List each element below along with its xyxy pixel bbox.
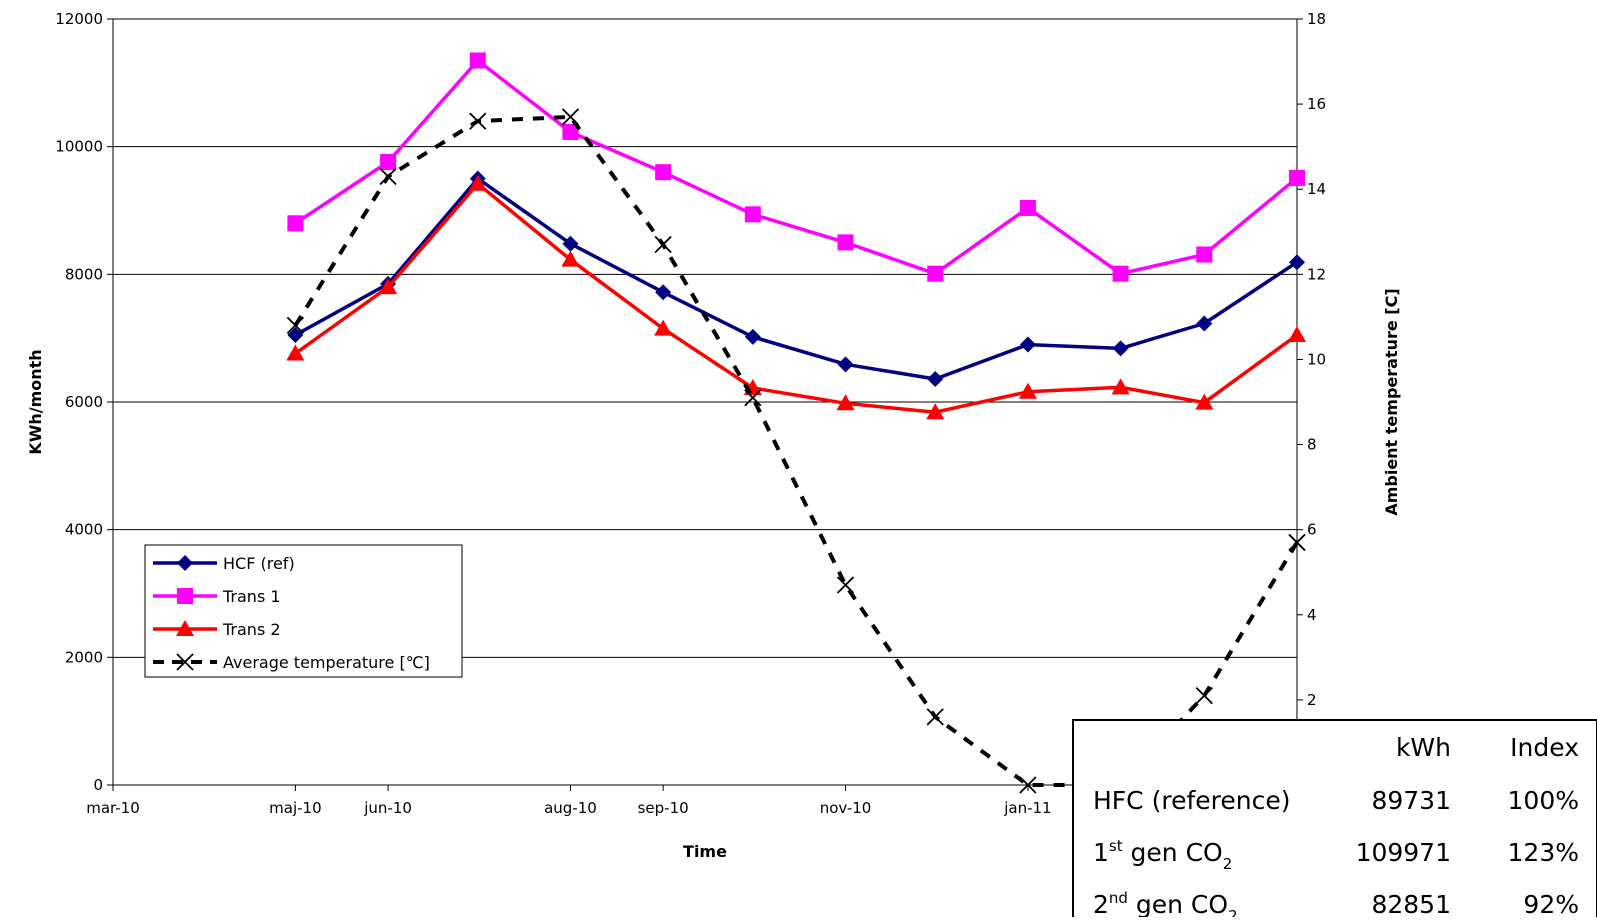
data-point-3 xyxy=(744,389,762,407)
legend-box xyxy=(144,544,463,678)
data-point-2 xyxy=(1018,382,1037,399)
y2-tick-label: 10 xyxy=(1307,350,1326,368)
data-point-2 xyxy=(286,344,305,361)
data-point-2 xyxy=(379,278,398,295)
data-point-1 xyxy=(287,215,304,232)
data-point-1 xyxy=(744,206,761,223)
data-point-1 xyxy=(1019,199,1036,216)
data-point-0 xyxy=(1289,254,1305,271)
data-point-1 xyxy=(1289,169,1305,186)
y2-tick-label: 8 xyxy=(1307,436,1317,454)
table-row-kwh-1: 109971 xyxy=(1356,838,1451,867)
table-row-label-0: HFC (reference) xyxy=(1093,786,1290,815)
data-point-0 xyxy=(744,328,761,345)
table-row-kwh-0: 89731 xyxy=(1371,786,1451,815)
y2-tick-label: 2 xyxy=(1307,691,1317,709)
y-tick-label: 6000 xyxy=(65,393,103,411)
series-line-1 xyxy=(294,58,1299,276)
data-point-0 xyxy=(655,284,672,301)
data-point-2 xyxy=(1111,378,1130,395)
data-point-1 xyxy=(562,123,579,140)
y2-tick-label: 18 xyxy=(1307,10,1326,28)
data-point-1 xyxy=(380,153,397,170)
table-row-index-0: 100% xyxy=(1508,786,1579,815)
y-tick-label: 0 xyxy=(93,776,103,794)
data-point-3 xyxy=(654,235,672,254)
y2-tick-label: 16 xyxy=(1307,95,1326,113)
data-point-0 xyxy=(287,326,304,343)
data-point-2 xyxy=(468,174,487,191)
table-row-kwh-2: 82851 xyxy=(1371,890,1451,917)
legend-label-2: Trans 2 xyxy=(222,620,281,639)
data-point-3 xyxy=(379,167,397,186)
y-tick-label: 4000 xyxy=(65,521,103,539)
data-point-1 xyxy=(1196,246,1213,263)
x-tick-label: sep-10 xyxy=(638,799,689,817)
data-point-1 xyxy=(927,265,944,282)
data-point-3 xyxy=(836,576,855,594)
legend-marker-1 xyxy=(177,588,193,604)
legend-marker-3 xyxy=(176,653,194,671)
series-line-2 xyxy=(294,181,1299,414)
data-point-0 xyxy=(1112,340,1129,357)
data-point-3 xyxy=(1288,533,1306,552)
y-tick-label: 10000 xyxy=(55,138,103,156)
data-point-1 xyxy=(655,164,672,181)
data-point-1 xyxy=(1112,265,1129,282)
table-row-index-2: 92% xyxy=(1523,890,1579,917)
x-tick-label: aug-10 xyxy=(544,799,597,817)
y2-tick-label: 6 xyxy=(1307,521,1317,539)
data-point-2 xyxy=(1288,325,1306,342)
y-tick-label: 2000 xyxy=(65,648,103,666)
x-tick-label: jun-10 xyxy=(363,799,412,817)
legend-label-1: Trans 1 xyxy=(222,587,281,606)
table-header-index: Index xyxy=(1510,733,1579,762)
x-tick-label: maj-10 xyxy=(269,799,321,817)
x-tick-label: mar-10 xyxy=(86,799,140,817)
data-point-2 xyxy=(836,394,855,411)
legend-marker-2 xyxy=(176,620,194,636)
legend-label-0: HCF (ref) xyxy=(223,554,295,573)
table-row-index-1: 123% xyxy=(1508,838,1579,867)
data-point-0 xyxy=(927,371,944,388)
legend-marker-0 xyxy=(177,555,193,571)
data-point-2 xyxy=(654,319,673,336)
data-point-2 xyxy=(926,403,945,420)
data-point-0 xyxy=(1196,315,1213,332)
x-tick-label: jan-11 xyxy=(1003,799,1051,817)
data-point-3 xyxy=(1019,776,1037,794)
x-axis-title: Time xyxy=(683,842,727,861)
table-row-label-2: 2nd gen CO2 xyxy=(1093,889,1238,917)
x-tick-label: nov-10 xyxy=(820,799,872,817)
data-point-2 xyxy=(1195,393,1214,410)
y2-tick-label: 14 xyxy=(1307,180,1326,198)
data-point-0 xyxy=(837,356,854,373)
data-point-3 xyxy=(286,316,305,335)
data-point-1 xyxy=(837,234,854,251)
table-header-kwh: kWh xyxy=(1396,733,1451,762)
y-tick-label: 8000 xyxy=(65,265,103,283)
data-point-2 xyxy=(561,250,580,267)
summary-table-box xyxy=(1072,719,1597,921)
data-point-3 xyxy=(1195,686,1213,705)
data-point-3 xyxy=(469,112,487,130)
legend-label-3: Average temperature [℃] xyxy=(223,653,430,672)
data-point-3 xyxy=(926,708,944,726)
y-axis-title: KWh/month xyxy=(26,349,45,454)
data-point-0 xyxy=(562,235,579,252)
y2-tick-label: 4 xyxy=(1307,606,1317,624)
table-row-label-1: 1st gen CO2 xyxy=(1093,837,1232,873)
data-point-3 xyxy=(561,108,580,126)
y-tick-label: 12000 xyxy=(55,10,103,28)
y2-axis-title: Ambient temperature [C] xyxy=(1382,288,1401,515)
series-line-0 xyxy=(294,176,1298,381)
y2-tick-label: 12 xyxy=(1307,265,1326,283)
data-point-0 xyxy=(1019,336,1036,353)
data-point-1 xyxy=(469,52,486,69)
